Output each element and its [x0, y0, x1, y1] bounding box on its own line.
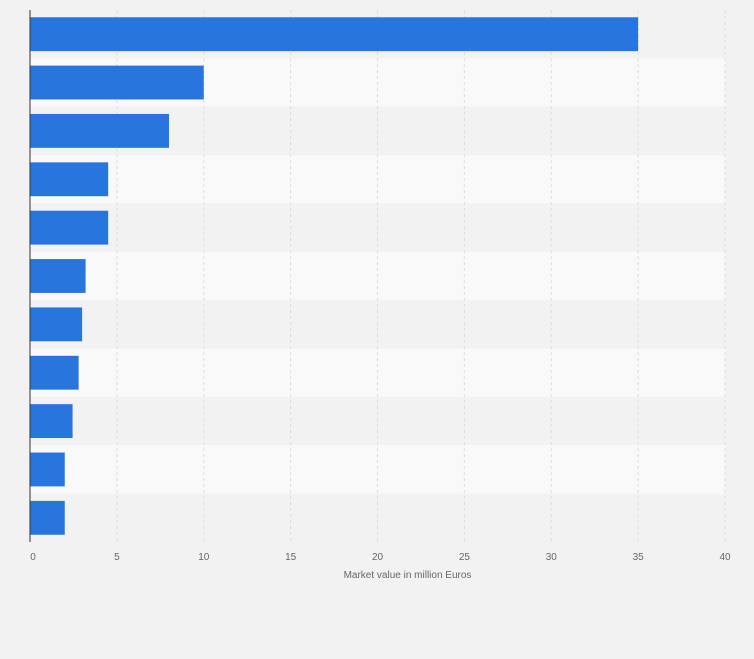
x-tick-label: 15	[285, 552, 297, 563]
x-tick-label: 0	[30, 552, 36, 563]
x-tick-label: 30	[546, 552, 558, 563]
x-tick-labels: 0 5 10 15 20 25 30 35 40	[30, 552, 731, 563]
bar	[30, 65, 204, 100]
bar	[30, 452, 65, 487]
x-tick-label: 20	[372, 552, 384, 563]
x-tick-label: 40	[719, 552, 731, 563]
bar	[30, 404, 73, 439]
bar	[30, 355, 79, 390]
bar	[30, 113, 169, 148]
gridlines	[116, 10, 726, 542]
bar	[30, 500, 65, 535]
bar	[30, 259, 86, 293]
x-tick-label: 10	[198, 552, 210, 563]
bars	[30, 17, 639, 535]
x-tick-label: 35	[633, 552, 645, 563]
bar	[30, 162, 109, 197]
bar	[30, 210, 109, 245]
x-tick-label: 25	[459, 552, 471, 563]
x-axis-title: Market value in million Euros	[344, 570, 472, 581]
bar	[30, 17, 639, 52]
x-tick-label: 5	[114, 552, 120, 563]
bar	[30, 307, 83, 342]
